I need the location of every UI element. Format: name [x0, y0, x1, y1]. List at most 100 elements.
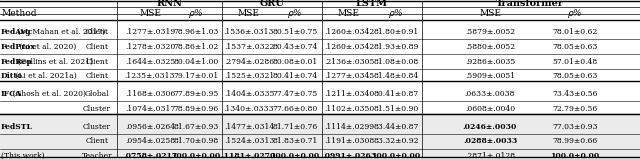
Text: (Li et al. 2020): (Li et al. 2020): [17, 43, 76, 51]
Text: 79.17±0.01: 79.17±0.01: [173, 72, 219, 80]
Text: .9286±.0035: .9286±.0035: [465, 58, 515, 66]
Text: .2794±.0286: .2794±.0286: [224, 58, 274, 66]
Text: Cluster: Cluster: [83, 105, 111, 113]
Text: .5879±.0052: .5879±.0052: [465, 28, 515, 36]
Text: 80.04±1.00: 80.04±1.00: [173, 58, 219, 66]
Text: (This work): (This work): [1, 152, 45, 159]
Text: Cluster: Cluster: [83, 123, 111, 131]
Text: $\rho$%: $\rho$%: [388, 7, 404, 20]
Text: .1277±.0319: .1277±.0319: [125, 28, 175, 36]
Text: $\rho$%: $\rho$%: [188, 7, 204, 20]
Text: .0288±.0033: .0288±.0033: [463, 137, 517, 145]
Text: 78.89±0.96: 78.89±0.96: [173, 105, 219, 113]
Text: 72.79±0.56: 72.79±0.56: [552, 105, 598, 113]
Text: 77.47±0.75: 77.47±0.75: [273, 90, 317, 98]
Text: $\rho$%: $\rho$%: [567, 7, 583, 20]
Text: 81.93±0.89: 81.93±0.89: [373, 43, 419, 51]
Text: .1235±.0313: .1235±.0313: [125, 72, 175, 80]
Text: .1644±.0325: .1644±.0325: [125, 58, 175, 66]
Text: 78.01±0.62: 78.01±0.62: [552, 28, 598, 36]
Text: .0633±.0038: .0633±.0038: [465, 90, 515, 98]
Text: 78.05±0.63: 78.05±0.63: [552, 43, 598, 51]
Text: (Ghosh et al. 2020): (Ghosh et al. 2020): [10, 90, 86, 98]
Text: (Li et al. 2021a): (Li et al. 2021a): [13, 72, 76, 80]
Text: .0956±.0264: .0956±.0264: [125, 123, 175, 131]
Text: .1260±.0342: .1260±.0342: [324, 28, 374, 36]
Text: 81.70±0.98: 81.70±0.98: [173, 137, 219, 145]
Text: 78.05±0.63: 78.05±0.63: [552, 72, 598, 80]
Text: 100.0±0.00: 100.0±0.00: [270, 152, 319, 159]
Text: Client: Client: [86, 28, 109, 36]
Text: .0758±.0217: .0758±.0217: [123, 152, 177, 159]
Text: Transformer: Transformer: [496, 0, 564, 8]
Text: 80.08±0.01: 80.08±0.01: [273, 58, 317, 66]
Text: .1404±.0335: .1404±.0335: [224, 90, 274, 98]
Text: 100.0±0.00: 100.0±0.00: [371, 152, 420, 159]
Text: .1524±.0313: .1524±.0313: [224, 137, 274, 145]
Text: Ditto: Ditto: [1, 72, 23, 80]
Text: MSE: MSE: [238, 9, 260, 18]
Text: 81.71±0.76: 81.71±0.76: [273, 123, 317, 131]
Text: Client: Client: [86, 72, 109, 80]
Text: 78.86±1.02: 78.86±1.02: [173, 43, 219, 51]
Text: Client: Client: [86, 58, 109, 66]
Text: GRU: GRU: [260, 0, 284, 8]
Text: 81.83±0.71: 81.83±0.71: [272, 137, 317, 145]
Text: 80.43±0.74: 80.43±0.74: [272, 43, 317, 51]
Text: 81.80±0.91: 81.80±0.91: [373, 28, 419, 36]
Text: 73.43±0.56: 73.43±0.56: [552, 90, 598, 98]
Text: .0608±.0040: .0608±.0040: [465, 105, 515, 113]
Text: 81.08±0.08: 81.08±0.08: [373, 58, 419, 66]
Text: 80.41±0.87: 80.41±0.87: [373, 90, 419, 98]
Text: .0246±.0030: .0246±.0030: [463, 123, 517, 131]
Text: .0954±.0258: .0954±.0258: [125, 137, 175, 145]
Text: .1340±.0333: .1340±.0333: [224, 105, 275, 113]
Text: .1525±.0321: .1525±.0321: [224, 72, 274, 80]
Text: 78.99±0.66: 78.99±0.66: [552, 137, 598, 145]
Text: 100.0±0.00: 100.0±0.00: [172, 152, 221, 159]
Text: 57.01±0.48: 57.01±0.48: [552, 58, 598, 66]
Text: MSE: MSE: [338, 9, 360, 18]
Text: 78.96±1.03: 78.96±1.03: [173, 28, 219, 36]
Text: Method: Method: [1, 9, 36, 18]
Text: $\rho$%: $\rho$%: [287, 7, 303, 20]
Text: .5880±.0052: .5880±.0052: [465, 43, 515, 51]
Text: MSE: MSE: [479, 9, 501, 18]
Text: .2136±.0305: .2136±.0305: [324, 58, 374, 66]
Text: FedProx: FedProx: [1, 43, 36, 51]
Text: FedAvg: FedAvg: [1, 28, 31, 36]
Text: .1102±.0350: .1102±.0350: [324, 105, 374, 113]
Text: FedSTL: FedSTL: [1, 123, 33, 131]
Text: .1114±.0299: .1114±.0299: [324, 123, 374, 131]
Text: (Collins et al. 2021): (Collins et al. 2021): [15, 58, 93, 66]
Text: .2871±.0128: .2871±.0128: [465, 152, 515, 159]
Text: IFCA: IFCA: [1, 90, 22, 98]
Text: 77.89±0.95: 77.89±0.95: [173, 90, 219, 98]
Text: (McMahan et al. 2017): (McMahan et al. 2017): [15, 28, 105, 36]
Text: .0991±.0263: .0991±.0263: [322, 152, 376, 159]
Text: 80.51±0.75: 80.51±0.75: [273, 28, 317, 36]
Text: 83.44±0.87: 83.44±0.87: [373, 123, 419, 131]
Text: 100.0±0.00: 100.0±0.00: [550, 152, 600, 159]
Text: .5909±.0051: .5909±.0051: [465, 72, 515, 80]
Text: .1211±.0340: .1211±.0340: [324, 90, 374, 98]
Text: .1260±.0342: .1260±.0342: [324, 43, 374, 51]
Text: .1477±.0314: .1477±.0314: [224, 123, 274, 131]
Text: 80.41±0.74: 80.41±0.74: [273, 72, 317, 80]
Text: 81.67±0.93: 81.67±0.93: [173, 123, 219, 131]
Text: .1074±.0317: .1074±.0317: [125, 105, 175, 113]
Text: FedRep: FedRep: [1, 58, 33, 66]
Text: 77.03±0.93: 77.03±0.93: [552, 123, 598, 131]
Text: .1537±.0322: .1537±.0322: [224, 43, 274, 51]
Text: Global: Global: [84, 90, 109, 98]
Text: .1278±.0320: .1278±.0320: [125, 43, 175, 51]
Text: .1191±.0308: .1191±.0308: [324, 137, 374, 145]
Text: .1181±.0270: .1181±.0270: [222, 152, 276, 159]
Text: 81.51±0.90: 81.51±0.90: [373, 105, 419, 113]
Text: Client: Client: [86, 43, 109, 51]
Text: .1277±.0345: .1277±.0345: [324, 72, 374, 80]
Text: 81.48±0.84: 81.48±0.84: [373, 72, 419, 80]
Text: LSTM: LSTM: [356, 0, 388, 8]
Text: 83.32±0.92: 83.32±0.92: [373, 137, 419, 145]
Text: Client: Client: [86, 137, 109, 145]
